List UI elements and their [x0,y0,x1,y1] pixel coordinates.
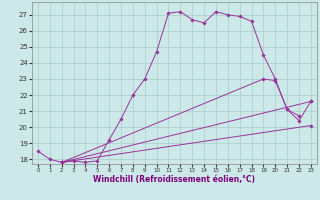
X-axis label: Windchill (Refroidissement éolien,°C): Windchill (Refroidissement éolien,°C) [93,175,255,184]
